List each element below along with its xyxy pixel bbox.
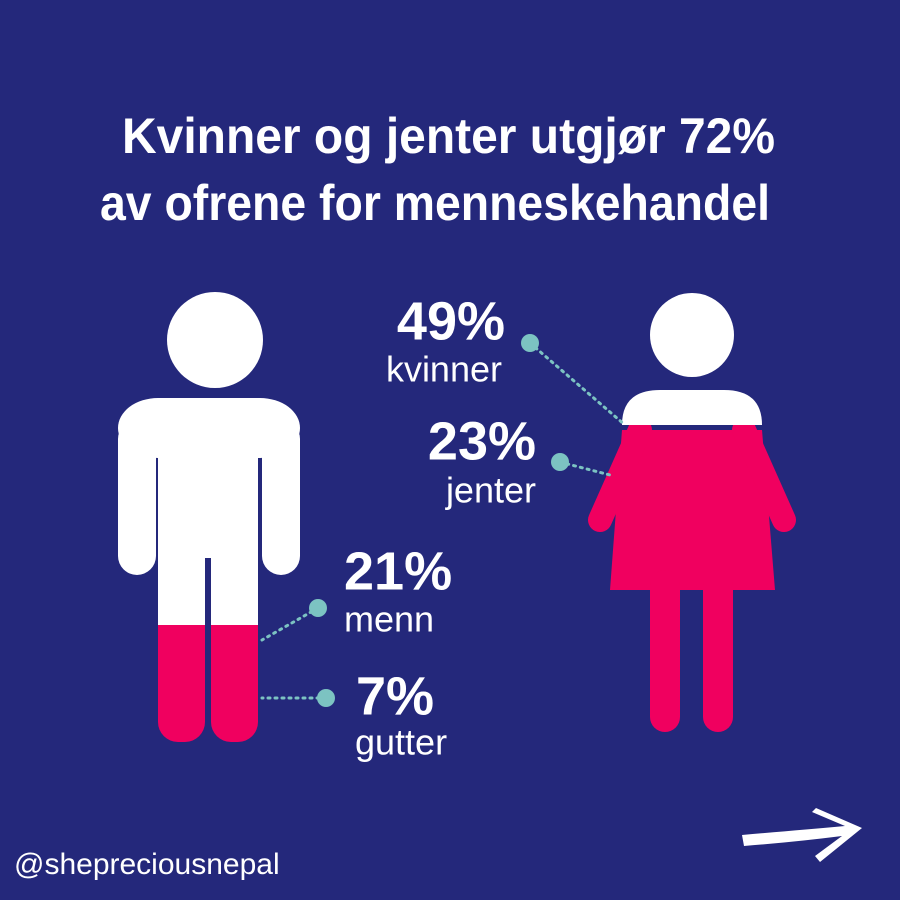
stat-label: jenter (445, 470, 536, 511)
next-arrow[interactable] (742, 808, 862, 862)
stat-value: 21% (344, 541, 452, 601)
connectors (260, 334, 627, 707)
stat-value: 49% (397, 291, 505, 351)
title-line: av ofrene for menneskehandel (100, 175, 770, 231)
stat-value: 23% (428, 411, 536, 471)
stat-value: 7% (356, 666, 434, 726)
stat-label: kvinner (386, 349, 502, 390)
stat-label: gutter (355, 722, 447, 763)
woman-figure (588, 293, 796, 732)
title-line: Kvinner og jenter utgjør 72% (122, 108, 775, 164)
stat-label: menn (344, 599, 434, 640)
handle: @shepreciousnepal (14, 848, 280, 881)
man-figure (118, 292, 300, 742)
